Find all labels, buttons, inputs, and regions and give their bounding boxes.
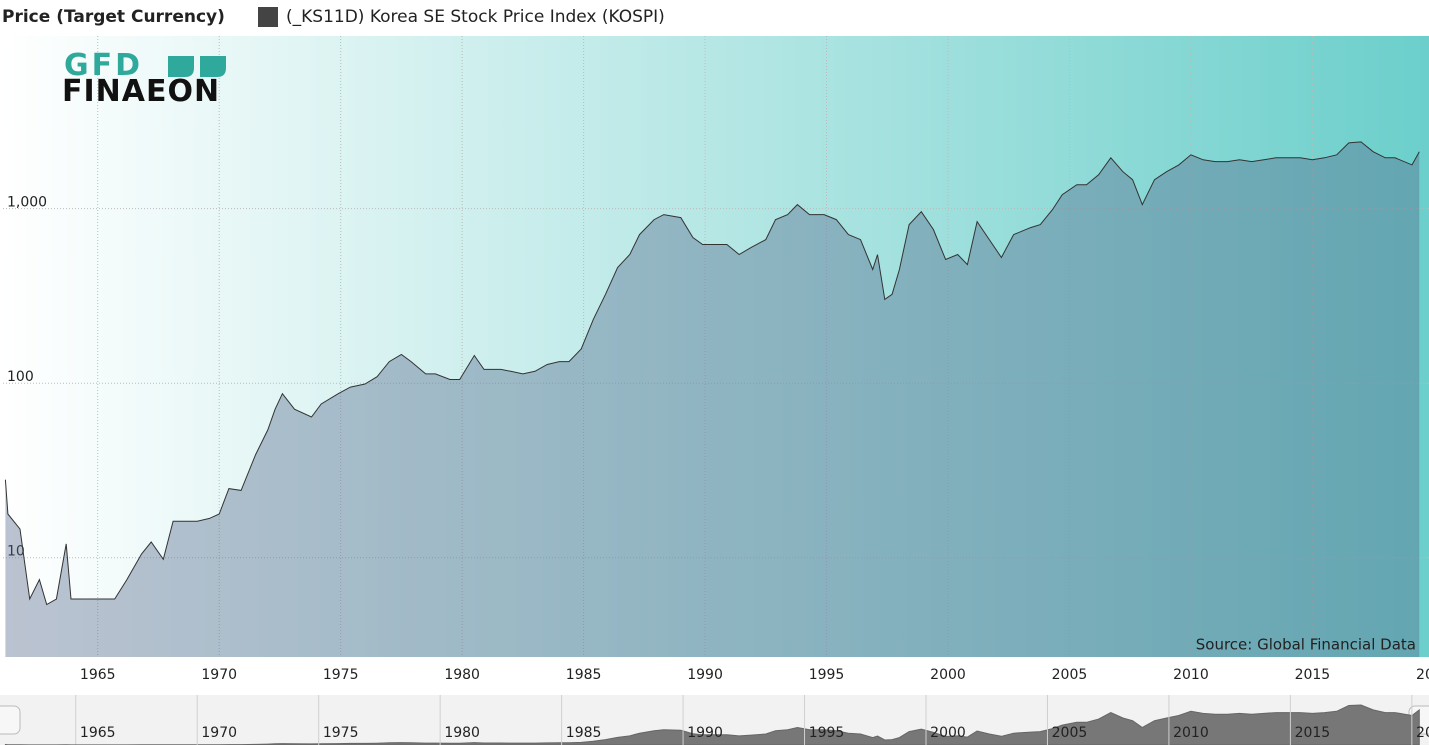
navigator-tick-label: 1975 — [323, 725, 359, 741]
area — [5, 141, 1420, 657]
navigator-tick-label: 2010 — [1173, 725, 1209, 741]
y-tick-label: 100 — [7, 369, 34, 385]
x-tick-label: 1970 — [201, 667, 237, 683]
x-tick-label: 1995 — [809, 667, 845, 683]
navigator-tick-label: 1990 — [687, 725, 723, 741]
navigator-handle-left[interactable] — [0, 705, 21, 735]
navigator-tick-label: 2020 — [1416, 725, 1429, 741]
navigator-tick-label: 2015 — [1295, 725, 1331, 741]
x-tick-label: 1965 — [80, 667, 116, 683]
x-tick-label: 2020 — [1416, 667, 1429, 683]
navigator-tick-label: 2005 — [1052, 725, 1088, 741]
logo-bottom: FINAEON — [62, 74, 220, 109]
x-tick-label: 2015 — [1295, 667, 1331, 683]
navigator-tick-label: 1995 — [809, 725, 845, 741]
navigator-tick-label: 1970 — [201, 725, 237, 741]
navigator-tick-label: 2000 — [930, 725, 966, 741]
x-tick-label: 1990 — [687, 667, 723, 683]
x-tick-label: 1985 — [566, 667, 602, 683]
navigator-tick-label: 1985 — [566, 725, 602, 741]
y-tick-label: 10 — [7, 544, 25, 560]
chart-title: Price (Target Currency) — [2, 7, 225, 27]
line — [4, 141, 1420, 606]
navigator-tick-label: 1980 — [444, 725, 480, 741]
x-tick-label: 2005 — [1052, 667, 1088, 683]
logo-leaves — [168, 56, 226, 77]
x-tick-label: 1975 — [323, 667, 359, 683]
x-tick-label: 2010 — [1173, 667, 1209, 683]
x-tick-label: 1980 — [444, 667, 480, 683]
y-tick-label: 1,000 — [7, 195, 47, 211]
x-tick-label: 2000 — [930, 667, 966, 683]
logo-top: GFD — [64, 48, 143, 83]
plot-background — [3, 36, 1429, 657]
navigator-tick-label: 1965 — [80, 725, 116, 741]
plot: 10 100 1,000 — [3, 36, 1429, 657]
legend-swatch[interactable] — [258, 7, 278, 27]
legend-label[interactable]: (_KS11D) Korea SE Stock Price Index (KOS… — [286, 7, 665, 27]
source-note: Source: Global Financial Data — [1196, 636, 1416, 654]
